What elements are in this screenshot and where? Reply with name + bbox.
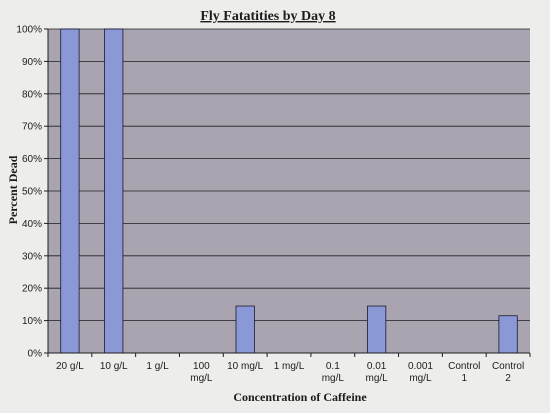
y-tick-label: 0%: [28, 349, 43, 360]
bar: [367, 305, 387, 354]
y-tick-label: 50%: [22, 187, 42, 198]
x-axis-title: Concentration of Caffeine: [233, 390, 367, 404]
y-tick-label: 100%: [16, 25, 42, 36]
y-tick-label: 30%: [22, 251, 42, 262]
y-tick-labels: 0% 10% 20% 30% 40% 50% 60% 70% 80% 90% 100%: [16, 25, 42, 360]
x-tick-label: Control 2: [492, 361, 524, 384]
y-tick-label: 40%: [22, 219, 42, 230]
x-tick-label: 10 g/L: [100, 361, 128, 372]
x-tick-label: Control 1: [448, 361, 480, 384]
bar: [498, 315, 518, 354]
x-tick-label: 0.01 mg/L: [366, 361, 389, 384]
y-axis-title: Percent Dead: [6, 155, 20, 224]
y-tick-label: 70%: [22, 122, 42, 133]
bar: [104, 28, 124, 354]
y-tick-label: 80%: [22, 89, 42, 100]
x-tick-label: 1 mg/L: [274, 361, 305, 372]
x-tick-label: 0.1 mg/L: [322, 361, 345, 384]
x-tick-label: 0.001 mg/L: [408, 361, 433, 384]
bar: [235, 305, 255, 354]
chart-title: Fly Fatatities by Day 8: [200, 9, 335, 24]
bars: [60, 28, 518, 354]
y-tick-label: 90%: [22, 57, 42, 68]
y-tick-label: 60%: [22, 154, 42, 165]
x-tick-label: 1 g/L: [146, 361, 169, 372]
x-tick-labels: 20 g/L 10 g/L 1 g/L 100 mg/L 10 mg/L 1 mg/L 0.1…: [56, 361, 524, 384]
y-tick-label: 20%: [22, 284, 42, 295]
x-tick-label: 20 g/L: [56, 361, 84, 372]
gridlines: [48, 28, 530, 322]
bar: [60, 28, 80, 354]
axes: [44, 28, 531, 357]
y-tick-label: 10%: [22, 316, 42, 327]
x-tick-label: 10 mg/L: [227, 361, 264, 372]
x-tick-label: 100 mg/L: [190, 361, 213, 384]
